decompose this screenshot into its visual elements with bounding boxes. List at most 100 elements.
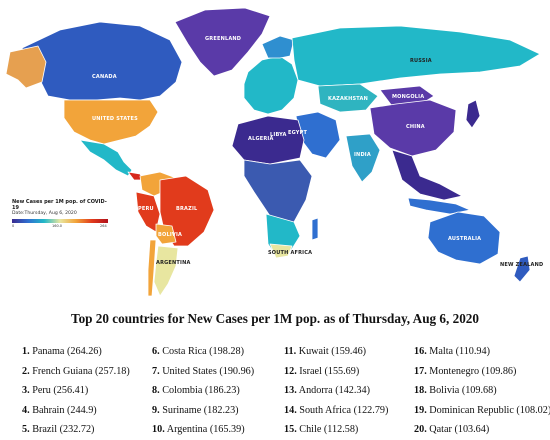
ranking-country: Argentina (165.39) xyxy=(166,424,245,435)
region-north-africa xyxy=(231,115,305,165)
country-south-africa xyxy=(269,243,293,259)
label-brazil: BRAZIL xyxy=(176,206,198,212)
legend-tick-mid: 160.0 xyxy=(52,224,63,228)
region-scandinavia xyxy=(261,35,295,59)
region-southeast-asia xyxy=(391,149,463,201)
label-australia: AUSTRALIA xyxy=(448,236,481,242)
ranking-item: 16. Malta (110.94) xyxy=(414,342,546,362)
label-egypt: EGYPT xyxy=(288,130,307,136)
label-greenland: GREENLAND xyxy=(205,36,241,42)
legend-tick-max: 264 xyxy=(100,224,107,228)
ranking-item: 6. Costa Rica (198.28) xyxy=(152,342,284,362)
ranking-rank: 13. xyxy=(284,385,297,396)
ranking-item: 19. Dominican Republic (108.02) xyxy=(414,401,550,421)
label-argentina: ARGENTINA xyxy=(156,260,191,266)
country-kazakhstan xyxy=(317,83,379,113)
ranking-item: 11. Kuwait (159.46) xyxy=(284,342,414,362)
label-united-states: UNITED STATES xyxy=(92,116,138,122)
ranking-item: 1. Panama (264.26) xyxy=(22,342,152,362)
ranking-rank: 11. xyxy=(284,346,297,357)
country-new-zealand xyxy=(513,255,531,283)
ranking-rank: 1. xyxy=(22,346,30,357)
ranking-item: 17. Montenegro (109.86) xyxy=(414,362,546,382)
country-australia xyxy=(427,211,501,265)
ranking-item: 3. Peru (256.41) xyxy=(22,381,152,401)
country-canada xyxy=(21,21,183,101)
ranking-item: 9. Suriname (182.23) xyxy=(152,401,284,421)
country-bolivia xyxy=(155,223,177,245)
ranking-item: 5. Brazil (232.72) xyxy=(22,420,152,440)
ranking-item: 18. Bolivia (109.68) xyxy=(414,381,546,401)
ranking-item: 10. Argentina (165.39) xyxy=(152,420,284,440)
ranking-country: Bolivia (109.68) xyxy=(429,385,497,396)
ranking-item: 13. Andorra (142.34) xyxy=(284,381,414,401)
world-map-svg: GREENLAND CANADA UNITED STATES RUSSIA KA… xyxy=(5,7,543,297)
ranking-country: French Guiana (257.18) xyxy=(32,365,130,377)
ranking-rank: 3. xyxy=(22,385,30,396)
ranking-country: South Africa (122.79) xyxy=(299,404,389,416)
map-legend: New Cases per 1M pop. of COVID-19 Date:T… xyxy=(12,199,112,229)
ranking-title: Top 20 countries for New Cases per 1M po… xyxy=(70,311,479,326)
ranking-rank: 14. xyxy=(284,404,297,416)
ranking-country: Kuwait (159.46) xyxy=(298,346,367,357)
label-mongolia: MONGOLIA xyxy=(392,94,424,100)
ranking-rank: 4. xyxy=(22,404,30,416)
label-algeria: ALGERIA xyxy=(248,136,274,142)
legend-title: New Cases per 1M pop. of COVID-19 xyxy=(12,199,107,211)
label-india: INDIA xyxy=(354,152,371,158)
label-bolivia: BOLIVIA xyxy=(158,232,182,238)
ranking-country: Qatar (103.64) xyxy=(429,424,490,435)
ranking-country: Andorra (142.34) xyxy=(298,385,371,396)
ranking-rank: 18. xyxy=(414,385,427,396)
ranking-rank: 16. xyxy=(414,346,427,357)
ranking-country: Peru (256.41) xyxy=(32,385,89,396)
country-alaska xyxy=(5,45,47,89)
ranking-item: 7. United States (190.96) xyxy=(152,362,284,382)
ranking-country: Montenegro (109.86) xyxy=(429,365,517,377)
country-japan xyxy=(465,99,481,129)
ranking-rank: 8. xyxy=(152,385,160,396)
ranking-item: 20. Qatar (103.64) xyxy=(414,420,546,440)
legend-ticks: 0 160.0 264 xyxy=(12,223,108,229)
ranking-item: 4. Bahrain (244.9) xyxy=(22,401,152,421)
country-greenland xyxy=(174,7,271,77)
ranking-rank: 9. xyxy=(152,404,160,416)
ranking-rank: 2. xyxy=(22,365,30,377)
country-argentina xyxy=(153,245,179,297)
country-india xyxy=(345,133,381,183)
label-new-zealand: NEW ZEALAND xyxy=(500,262,543,268)
ranking-country: Dominican Republic (108.02) xyxy=(429,404,550,416)
legend-date: Date:Thursday, Aug 6, 2020 xyxy=(12,211,77,216)
ranking-country: Costa Rica (198.28) xyxy=(162,346,244,357)
country-indonesia xyxy=(407,197,471,215)
ranking-rank: 20. xyxy=(414,424,427,435)
country-china xyxy=(369,99,457,157)
ranking-item: 2. French Guiana (257.18) xyxy=(22,362,152,382)
region-europe xyxy=(243,55,299,115)
ranking-rank: 6. xyxy=(152,346,160,357)
label-libya: LIBYA xyxy=(270,132,287,138)
ranking-country: Chile (112.58) xyxy=(299,424,359,435)
ranking-country: Israel (155.69) xyxy=(299,365,360,377)
ranking-country: Suriname (182.23) xyxy=(162,404,239,416)
ranking-rank: 7. xyxy=(152,365,160,377)
ranking-item: 12. Israel (155.69) xyxy=(284,362,414,382)
ranking-item: 8. Colombia (186.23) xyxy=(152,381,284,401)
country-madagascar xyxy=(311,217,319,241)
ranking-rank: 12. xyxy=(284,365,297,377)
label-kazakhstan: KAZAKHSTAN xyxy=(328,96,368,102)
ranking-item: 14. South Africa (122.79) xyxy=(284,401,414,421)
label-russia: RUSSIA xyxy=(410,58,432,64)
ranking-rank: 10. xyxy=(152,424,165,435)
ranking-country: Malta (110.94) xyxy=(429,346,491,357)
label-peru: PERU xyxy=(138,206,154,212)
legend-color-bar xyxy=(12,219,108,223)
ranking-country: Brazil (232.72) xyxy=(32,424,95,435)
country-united-states xyxy=(63,99,159,145)
country-brazil xyxy=(159,175,215,247)
ranking-rank: 19. xyxy=(414,404,427,416)
country-mexico xyxy=(79,139,133,177)
ranking-country: United States (190.96) xyxy=(162,365,255,377)
world-map: GREENLAND CANADA UNITED STATES RUSSIA KA… xyxy=(5,7,543,297)
ranking-country: Panama (264.26) xyxy=(32,346,102,357)
